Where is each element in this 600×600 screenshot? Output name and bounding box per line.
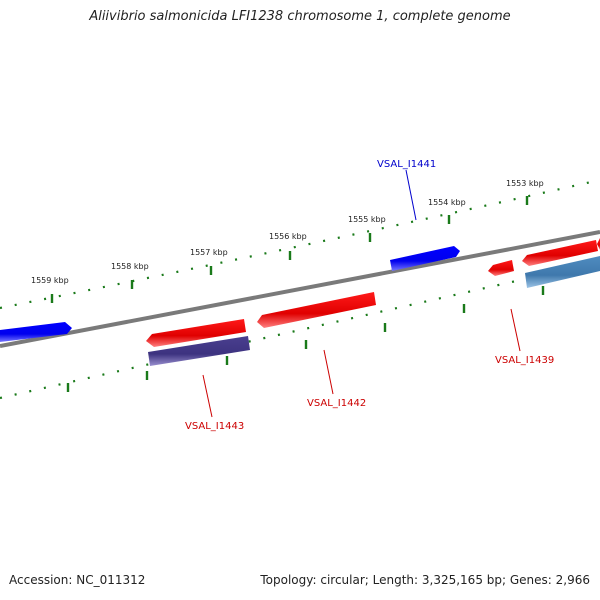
- gene-label-vsal-i1439: VSAL_I1439: [495, 355, 554, 366]
- ruler-labels: 1553 kbp 1554 kbp 1555 kbp 1556 kbp 1557…: [31, 179, 544, 285]
- gene-arrow-vsal-i1442[interactable]: [257, 292, 376, 328]
- ruler-label-1556: 1556 kbp: [269, 232, 307, 241]
- ruler-label-1554: 1554 kbp: [428, 198, 466, 207]
- ruler-label-1553: 1553 kbp: [506, 179, 544, 188]
- accession-label: Accession: NC_011312: [9, 573, 146, 587]
- ruler-label-1557: 1557 kbp: [190, 248, 228, 257]
- label-leader-lines: [202, 169, 521, 418]
- gene-label-vsal-i1441: VSAL_I1441: [377, 159, 436, 170]
- gene-arrow-right-edge[interactable]: [597, 238, 600, 250]
- genome-summary: Topology: circular; Length: 3,325,165 bp…: [260, 573, 590, 587]
- gene-label-vsal-i1443: VSAL_I1443: [185, 421, 244, 432]
- gene-labels: VSAL_I1441 VSAL_I1439 VSAL_I1442 VSAL_I1…: [185, 159, 554, 432]
- gene-arrow-vsal-i1439[interactable]: [488, 260, 514, 276]
- ruler-label-1559: 1559 kbp: [31, 276, 69, 285]
- map-title: Aliivibrio salmonicida LFI1238 chromosom…: [89, 9, 511, 24]
- feature-right-steel[interactable]: [525, 256, 600, 288]
- gene-arrow-right-1[interactable]: [522, 240, 598, 266]
- feature-vsal-i1443[interactable]: [148, 336, 250, 366]
- outer-major-ticks: [50, 196, 529, 303]
- ruler-label-1555: 1555 kbp: [348, 215, 386, 224]
- gene-arrow-vsal-i1443-upper[interactable]: [146, 319, 246, 347]
- gene-arrow-vsal-i1441[interactable]: [390, 246, 460, 271]
- ruler-label-1558: 1558 kbp: [111, 262, 149, 271]
- inner-major-ticks: [66, 286, 545, 392]
- gene-label-vsal-i1442: VSAL_I1442: [307, 398, 366, 409]
- chromosome-backbone: [0, 230, 600, 348]
- gene-arrow-left-edge[interactable]: [0, 322, 72, 342]
